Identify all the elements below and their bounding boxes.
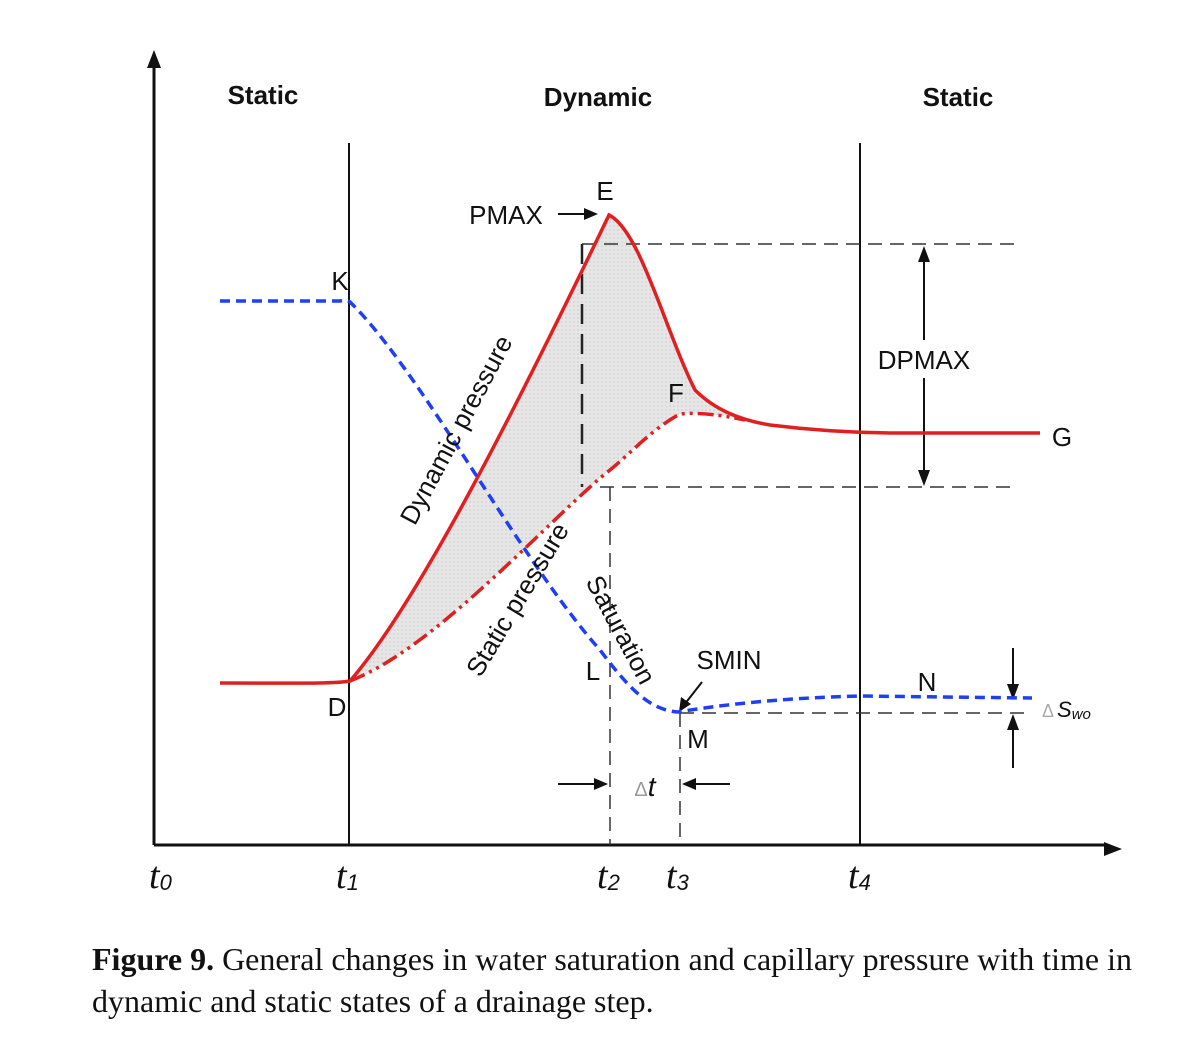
guide-lines [582,243,1032,845]
caption-text: General changes in water saturation and … [92,941,1132,1019]
t0-sub: 0 [160,870,173,895]
delta-t-label: Δt [634,771,656,802]
t3-sub: 3 [677,870,690,895]
t3-base: t [666,855,678,897]
dpmax-arrow-up-icon [918,246,930,262]
tick-label-t0: t0 [149,855,173,897]
tick-label-t4: t4 [848,855,871,897]
dpmax-arrow-down-icon [918,470,930,486]
smin-pointer-icon [679,697,691,712]
swo-arrow-up-icon [1007,714,1019,730]
point-label-k: K [331,266,349,296]
point-label-e: E [596,176,613,206]
caption-label: Figure 9. [92,941,215,977]
drainage-step-diagram: Static Dynamic Static E K F G D L M N PM… [147,50,1122,897]
dynamic-pressure-curve [219,212,1040,685]
delta-swo-var: S [1057,697,1072,722]
delta-swo-symbol: Δ [1042,701,1054,721]
y-axis-arrow-icon [147,50,161,68]
point-label-f: F [668,378,684,408]
t0-base: t [149,855,161,897]
region-label-dynamic: Dynamic [544,82,652,112]
delta-swo-label: Δ Swo [1042,697,1091,723]
pressure-gap-shading [350,215,745,681]
delta-t-symbol: Δ [634,779,647,801]
smin-pointer [683,681,703,706]
pmax-pointer-icon [584,208,598,220]
delta-swo-sub: wo [1072,706,1091,723]
delta-t-var: t [648,771,657,802]
point-label-n: N [918,667,937,697]
figure-caption: Figure 9. General changes in water satur… [92,938,1192,1022]
pmax-label: PMAX [469,200,543,230]
tick-label-t3: t3 [666,855,690,897]
t2-sub: 2 [607,870,620,895]
t4-sub: 4 [859,870,871,895]
t1-base: t [336,855,348,897]
tick-label-t2: t2 [597,855,620,897]
delta-t-arrow-right-icon [682,778,696,790]
smin-label: SMIN [697,645,762,675]
point-label-d: D [328,692,347,722]
saturation-curve [220,298,1033,714]
t1-sub: 1 [347,870,359,895]
dpmax-label: DPMAX [878,345,970,375]
region-label-static-right: Static [923,82,994,112]
region-label-static-left: Static [228,80,299,110]
t2-base: t [597,855,609,897]
static-pressure-curve [349,411,746,683]
point-label-l: L [586,656,600,686]
swo-arrow-down-icon [1007,684,1019,700]
delta-t-arrow-left-icon [594,778,608,790]
x-axis-arrow-icon [1104,842,1122,856]
point-label-m: M [687,724,709,754]
t4-base: t [848,855,860,897]
tick-label-t1: t1 [336,855,359,897]
point-label-g: G [1052,422,1072,452]
